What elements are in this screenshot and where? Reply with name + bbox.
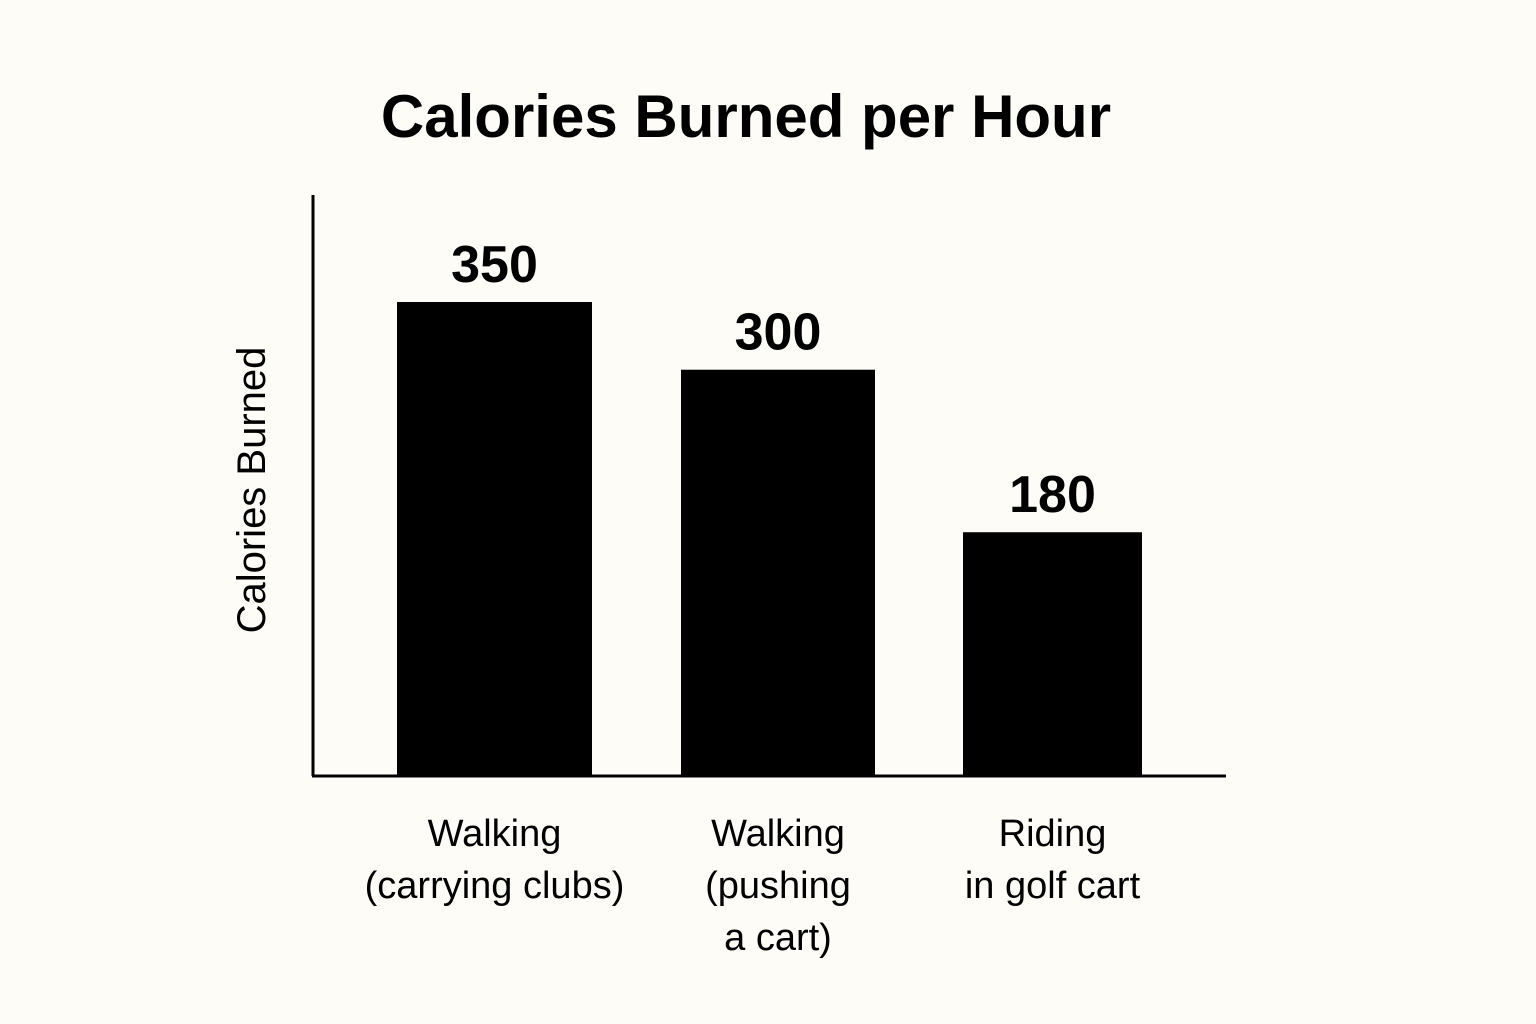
- bar-0: [397, 302, 592, 776]
- bars-group: [397, 302, 1142, 776]
- category-label-line: Walking: [428, 813, 562, 855]
- category-labels-group: Walking (carrying clubs) Walking (pushing a …: [365, 813, 1141, 959]
- category-label-line: a cart): [724, 917, 832, 959]
- value-label-2: 180: [1009, 466, 1096, 524]
- category-label-line: in golf cart: [965, 865, 1141, 907]
- category-label-line: (carrying clubs): [365, 865, 625, 907]
- chart-title: Calories Burned per Hour: [381, 83, 1111, 150]
- bar-2: [963, 532, 1142, 776]
- category-label-0: Walking (carrying clubs): [365, 813, 625, 907]
- value-label-0: 350: [451, 236, 538, 294]
- value-label-1: 300: [735, 304, 822, 362]
- category-label-line: Walking: [711, 813, 845, 855]
- category-label-line: (pushing: [705, 865, 851, 907]
- category-label-2: Riding in golf cart: [965, 813, 1141, 907]
- bar-1: [681, 369, 875, 776]
- category-label-1: Walking (pushing a cart): [705, 813, 851, 959]
- category-label-line: Riding: [999, 813, 1107, 855]
- value-labels-group: 350 300 180: [451, 236, 1096, 524]
- y-axis-label: Calories Burned: [230, 347, 274, 634]
